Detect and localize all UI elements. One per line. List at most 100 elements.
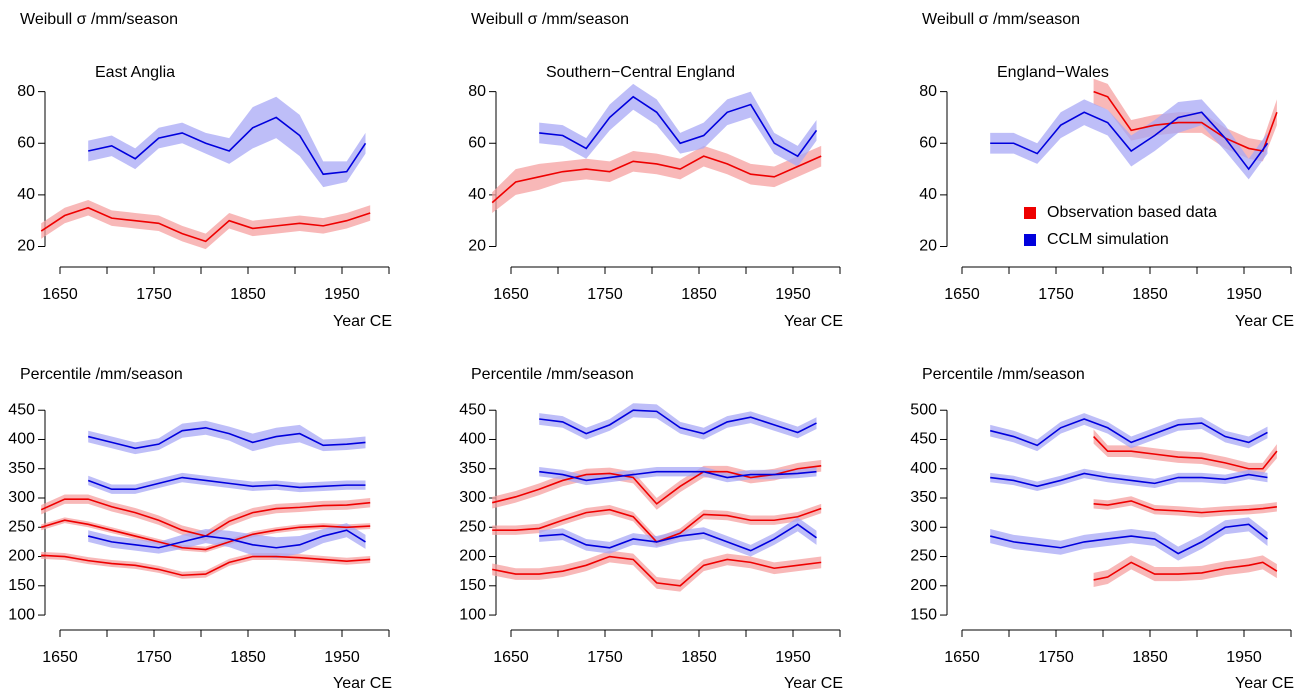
x-tick-label: 1850 [230,286,266,303]
series-line [990,472,1268,488]
y-tick-label: 40 [17,186,35,203]
y-tick-label: 500 [910,401,937,418]
legend-swatch [1024,234,1036,246]
y-tick-label: 450 [8,401,35,418]
uncertainty-band [1093,555,1277,587]
y-tick-label: 350 [459,460,486,477]
series-line [87,476,366,491]
y-tick-label: 450 [459,401,486,418]
y-tick-label: 20 [468,238,486,255]
y-tick-label: 150 [459,577,486,594]
x-tick-label: 1950 [1226,649,1262,666]
panel-title: Weibull σ /mm/season [20,11,178,28]
x-tick-label: 1950 [324,649,360,666]
uncertainty-band [990,99,1268,180]
uncertainty-band [492,503,822,547]
y-tick-label: 60 [919,134,937,151]
y-tick-label: 200 [459,548,486,565]
x-tick-label: 1650 [42,286,78,303]
y-tick-label: 80 [468,83,486,100]
y-tick-label: 40 [919,186,937,203]
y-tick-label: 400 [459,431,486,448]
series-line [41,554,371,577]
uncertainty-band [41,200,371,250]
uncertainty-band [1093,496,1277,518]
series-line [990,523,1268,555]
panel-title: Percentile /mm/season [471,366,634,383]
y-tick-label: 60 [468,134,486,151]
x-axis-label: Year CE [784,675,843,692]
y-tick-label: 250 [8,518,35,535]
series-line [539,409,817,435]
x-tick-label: 1650 [493,286,529,303]
uncertainty-band [990,413,1268,452]
uncertainty-band [539,83,817,167]
y-tick-label: 150 [8,577,35,594]
y-tick-label: 100 [459,606,486,623]
series-line [40,206,371,243]
x-tick-label: 1750 [587,649,623,666]
panel-title: Weibull σ /mm/season [471,11,629,28]
x-tick-label: 1750 [136,286,172,303]
y-tick-label: 400 [8,431,35,448]
x-axis-label: Year CE [1235,675,1294,692]
x-tick-label: 1750 [1038,286,1074,303]
x-tick-label: 1750 [136,649,172,666]
x-tick-label: 1750 [1038,649,1074,666]
y-tick-label: 80 [17,83,35,100]
y-tick-label: 40 [468,186,486,203]
x-tick-label: 1650 [944,286,980,303]
series-line [990,418,1268,447]
uncertainty-band [41,517,371,553]
uncertainty-band [88,523,366,559]
panel-title: Percentile /mm/season [20,366,183,383]
series-line [990,111,1269,171]
x-tick-label: 1950 [324,286,360,303]
x-tick-label: 1950 [775,286,811,303]
x-axis-label: Year CE [1235,313,1294,330]
uncertainty-band [88,420,366,455]
y-tick-label: 300 [459,489,486,506]
panel-title: Weibull σ /mm/season [922,11,1080,28]
series-line [88,426,366,450]
x-tick-label: 1950 [775,649,811,666]
region-label: Southern−Central England [546,64,735,81]
series-line [491,155,822,204]
y-tick-label: 450 [910,431,937,448]
y-tick-label: 200 [910,577,937,594]
y-tick-label: 100 [8,606,35,623]
y-tick-label: 20 [17,238,35,255]
y-tick-label: 250 [459,518,486,535]
uncertainty-band [1093,429,1277,475]
series-line [1093,435,1278,470]
region-label: England−Wales [997,64,1109,81]
series-line [1093,561,1278,581]
x-tick-label: 1850 [230,649,266,666]
y-tick-label: 60 [17,134,35,151]
y-tick-label: 300 [8,489,35,506]
y-tick-label: 350 [8,460,35,477]
x-tick-label: 1950 [1226,286,1262,303]
series-line [88,116,367,176]
series-line [539,523,817,552]
y-tick-label: 400 [910,460,937,477]
region-label: East Anglia [95,64,175,81]
x-tick-label: 1650 [944,649,980,666]
y-tick-label: 350 [910,489,937,506]
uncertainty-band [41,494,371,541]
series-line [1093,500,1277,514]
uncertainty-band [492,145,822,213]
uncertainty-band [539,403,817,440]
legend-label: Observation based data [1047,204,1217,221]
y-tick-label: 300 [910,518,937,535]
x-axis-label: Year CE [333,313,392,330]
series-line [492,465,822,505]
x-tick-label: 1650 [493,649,529,666]
x-tick-label: 1850 [1132,286,1168,303]
series-line [492,555,822,587]
x-axis-label: Year CE [784,313,843,330]
y-tick-label: 80 [919,83,937,100]
y-tick-label: 150 [910,606,937,623]
legend-swatch [1024,207,1036,219]
